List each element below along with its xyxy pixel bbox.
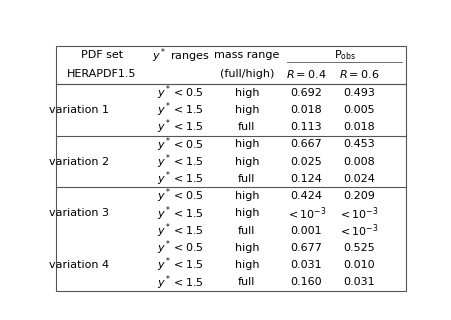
Text: 0.001: 0.001 [290, 226, 322, 236]
Text: 0.124: 0.124 [290, 174, 322, 184]
Text: full: full [238, 122, 256, 132]
Text: 0.005: 0.005 [343, 105, 374, 115]
Text: $y^* < 0.5$: $y^* < 0.5$ [157, 238, 204, 257]
Text: $y^* < 1.5$: $y^* < 1.5$ [157, 170, 204, 188]
Text: $y^* < 1.5$: $y^* < 1.5$ [157, 256, 204, 274]
Text: high: high [235, 208, 259, 218]
Text: PDF set: PDF set [81, 50, 123, 60]
Text: $y^*$ ranges: $y^*$ ranges [152, 46, 209, 65]
Text: mass range: mass range [214, 50, 280, 60]
Text: 0.113: 0.113 [290, 122, 322, 132]
Text: $y^* < 1.5$: $y^* < 1.5$ [157, 100, 204, 119]
Text: $y^* < 1.5$: $y^* < 1.5$ [157, 118, 204, 136]
Text: full: full [238, 226, 256, 236]
Text: variation 3: variation 3 [49, 208, 109, 218]
Text: 0.031: 0.031 [290, 260, 322, 270]
Text: 0.160: 0.160 [290, 277, 322, 287]
Text: $< 10^{-3}$: $< 10^{-3}$ [338, 222, 379, 239]
Text: 0.010: 0.010 [343, 260, 374, 270]
Text: $< 10^{-3}$: $< 10^{-3}$ [338, 205, 379, 222]
Text: HERAPDF1.5: HERAPDF1.5 [67, 69, 137, 79]
Text: $R = 0.6$: $R = 0.6$ [339, 68, 379, 80]
Text: 0.031: 0.031 [343, 277, 374, 287]
Text: $y^* < 0.5$: $y^* < 0.5$ [157, 83, 204, 102]
Text: variation 1: variation 1 [49, 105, 109, 115]
Text: 0.692: 0.692 [290, 88, 322, 98]
Text: $R = 0.4$: $R = 0.4$ [286, 68, 327, 80]
Text: 0.453: 0.453 [343, 139, 375, 149]
Text: full: full [238, 277, 256, 287]
Text: 0.018: 0.018 [343, 122, 375, 132]
Text: variation 4: variation 4 [49, 260, 109, 270]
Text: high: high [235, 139, 259, 149]
Text: $y^* < 1.5$: $y^* < 1.5$ [157, 221, 204, 240]
Text: 0.667: 0.667 [290, 139, 322, 149]
Text: full: full [238, 174, 256, 184]
Text: (full/high): (full/high) [220, 69, 274, 79]
Text: $y^* < 0.5$: $y^* < 0.5$ [157, 135, 204, 154]
Text: 0.493: 0.493 [343, 88, 375, 98]
Text: $y^* < 0.5$: $y^* < 0.5$ [157, 187, 204, 205]
Text: high: high [235, 105, 259, 115]
Text: high: high [235, 260, 259, 270]
Text: 0.424: 0.424 [290, 191, 322, 201]
Text: 0.525: 0.525 [343, 243, 375, 253]
Text: 0.209: 0.209 [343, 191, 375, 201]
Text: 0.025: 0.025 [290, 156, 322, 167]
Text: 0.008: 0.008 [343, 156, 375, 167]
Text: 0.677: 0.677 [290, 243, 322, 253]
Text: variation 2: variation 2 [49, 156, 109, 167]
Text: high: high [235, 243, 259, 253]
Text: 0.024: 0.024 [343, 174, 375, 184]
Text: high: high [235, 88, 259, 98]
Text: $< 10^{-3}$: $< 10^{-3}$ [286, 205, 327, 222]
Text: 0.018: 0.018 [290, 105, 322, 115]
Text: high: high [235, 191, 259, 201]
Text: high: high [235, 156, 259, 167]
Text: $y^* < 1.5$: $y^* < 1.5$ [157, 273, 204, 292]
Text: $y^* < 1.5$: $y^* < 1.5$ [157, 152, 204, 171]
Text: P$_{\mathrm{obs}}$: P$_{\mathrm{obs}}$ [334, 48, 356, 62]
Text: $y^* < 1.5$: $y^* < 1.5$ [157, 204, 204, 223]
